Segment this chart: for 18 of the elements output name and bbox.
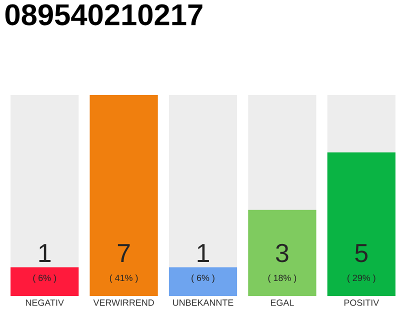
x-tick-label: VERWIRREND <box>93 300 154 306</box>
annotation: ( 18% ) <box>268 274 296 283</box>
bar <box>168 267 238 296</box>
x-tick-label: EGAL <box>270 300 294 306</box>
annotation: ( 6% ) <box>192 274 214 283</box>
data-label: 5 <box>355 244 368 262</box>
annotation: ( 29% ) <box>348 274 376 283</box>
bar <box>10 267 79 296</box>
data-label: 1 <box>39 244 51 262</box>
data-label: 3 <box>276 244 288 262</box>
data-label: 7 <box>118 244 130 262</box>
chart-title: 089540210217 <box>5 4 202 26</box>
x-tick-label: UNBEKANNTE <box>173 300 234 306</box>
annotation: ( 6% ) <box>33 274 56 283</box>
annotation: ( 41% ) <box>110 274 138 283</box>
data-label: 1 <box>198 244 209 262</box>
x-tick-label: POSITIV <box>344 300 380 306</box>
x-tick-label: NEGATIV <box>26 300 64 306</box>
